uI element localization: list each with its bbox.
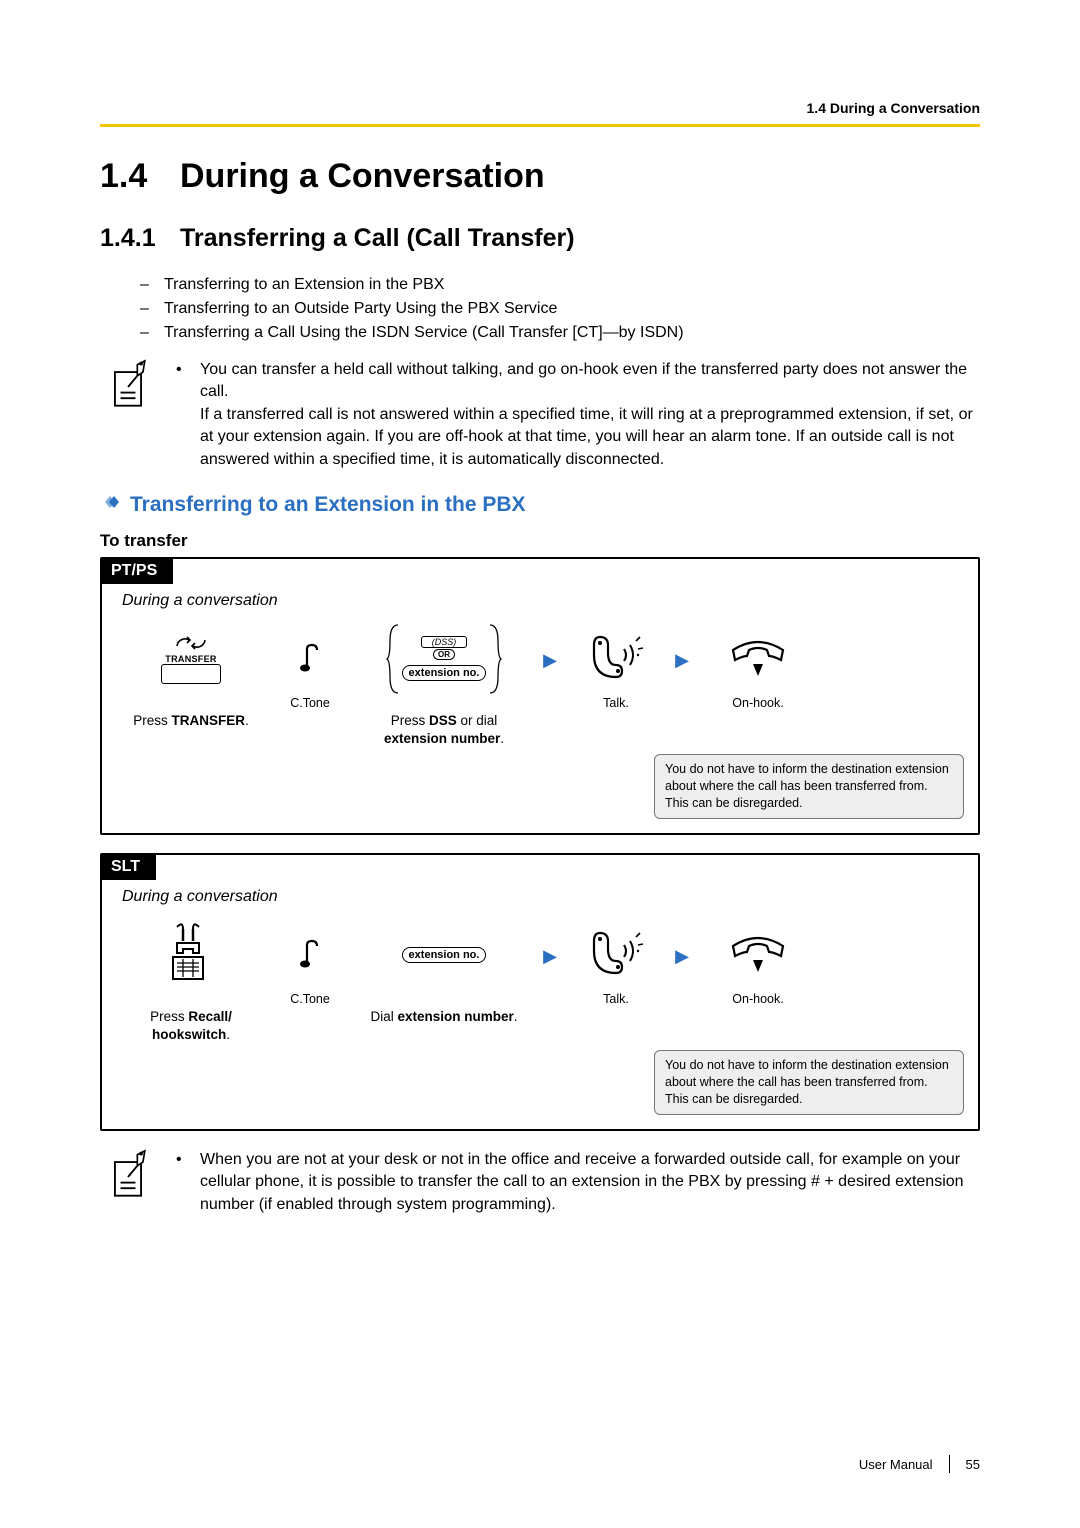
procedure-tab: PT/PS	[101, 558, 173, 584]
blue-heading-text: Transferring to an Extension in the PBX	[130, 493, 526, 517]
talk-label: Talk.	[566, 992, 666, 1006]
right-brace-icon	[488, 623, 502, 695]
procedure-box-ptps: PT/PS During a conversation TRANSFER	[100, 557, 980, 835]
transfer-arrows-icon	[173, 634, 209, 652]
left-brace-icon	[386, 623, 400, 695]
blue-heading: Transferring to an Extension in the PBX	[100, 493, 980, 517]
footer-label: User Manual	[859, 1457, 933, 1472]
section-title: 1.4During a Conversation	[100, 157, 980, 196]
arrow-icon: ▶	[670, 624, 694, 671]
step-caption: Press TRANSFER.	[116, 712, 266, 730]
running-header: 1.4 During a Conversation	[100, 100, 980, 116]
onhook-label: On-hook.	[698, 992, 818, 1006]
onhook-label: On-hook.	[698, 696, 818, 710]
step-caption: Press Recall/hookswitch.	[116, 1008, 266, 1044]
topic-item: Transferring to an Outside Party Using t…	[140, 297, 980, 321]
dss-key-label: (DSS)	[421, 636, 468, 648]
section-title-text: During a Conversation	[180, 157, 545, 195]
page-footer: User Manual 55	[859, 1455, 980, 1473]
or-label: OR	[433, 649, 455, 660]
talk-icon	[586, 631, 646, 687]
topic-item: Transferring a Call Using the ISDN Servi…	[140, 321, 980, 345]
onhook-icon	[723, 930, 793, 980]
diamond-icon	[100, 493, 122, 517]
note-body: •You can transfer a held call without ta…	[176, 359, 980, 471]
extension-no-key: extension no.	[402, 665, 487, 681]
extension-no-key: extension no.	[402, 947, 487, 963]
top-rule	[100, 124, 980, 127]
procedure-tab: SLT	[101, 854, 156, 880]
context-line: During a conversation	[122, 888, 964, 906]
footer-divider	[949, 1455, 950, 1473]
page-number: 55	[966, 1457, 980, 1472]
procedure-box-slt: SLT During a conversation	[100, 853, 980, 1131]
note-body: •When you are not at your desk or not in…	[176, 1149, 980, 1216]
note-icon	[100, 359, 156, 471]
info-bubble: You do not have to inform the destinatio…	[654, 754, 964, 819]
ctone-label: C.Tone	[270, 992, 350, 1006]
talk-icon	[586, 927, 646, 983]
note-line: When you are not at your desk or not in …	[200, 1149, 980, 1216]
tone-icon	[297, 935, 323, 975]
subsection-title-text: Transferring a Call (Call Transfer)	[180, 224, 575, 252]
talk-label: Talk.	[566, 696, 666, 710]
hookswitch-icon	[163, 923, 219, 987]
onhook-icon	[723, 634, 793, 684]
note-icon	[100, 1149, 156, 1216]
note-block: •You can transfer a held call without ta…	[100, 359, 980, 471]
subsection-title: 1.4.1Transferring a Call (Call Transfer)	[100, 224, 980, 253]
topic-item: Transferring to an Extension in the PBX	[140, 273, 980, 297]
ctone-label: C.Tone	[270, 696, 350, 710]
note-block: •When you are not at your desk or not in…	[100, 1149, 980, 1216]
note-line: If a transferred call is not answered wi…	[176, 404, 980, 471]
note-line: You can transfer a held call without tal…	[200, 359, 980, 404]
arrow-icon: ▶	[670, 920, 694, 967]
tone-icon	[297, 639, 323, 679]
transfer-key-icon	[161, 664, 221, 684]
arrow-icon: ▶	[538, 624, 562, 671]
arrow-icon: ▶	[538, 920, 562, 967]
transfer-key-label: TRANSFER	[165, 654, 216, 664]
step-caption: Dial extension number.	[354, 1008, 534, 1026]
step-caption: Press DSS or dial extension number.	[354, 712, 534, 748]
subsection-number: 1.4.1	[100, 224, 180, 253]
section-number: 1.4	[100, 157, 180, 196]
info-bubble: You do not have to inform the destinatio…	[654, 1050, 964, 1115]
topic-list: Transferring to an Extension in the PBX …	[140, 273, 980, 345]
context-line: During a conversation	[122, 592, 964, 610]
procedure-title: To transfer	[100, 531, 980, 551]
